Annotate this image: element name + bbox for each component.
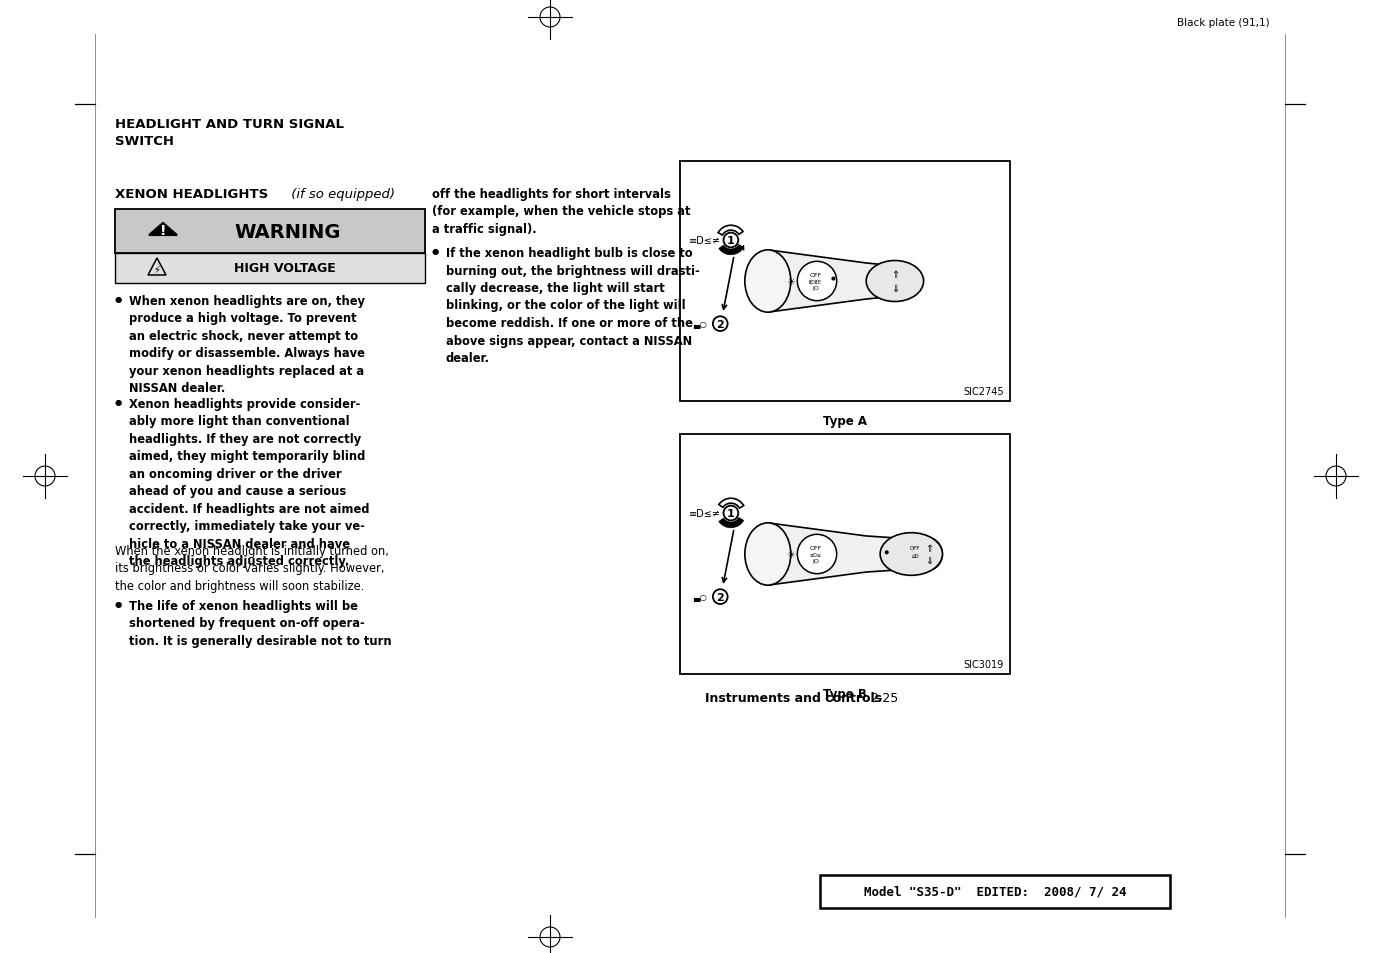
Text: OFF: OFF — [809, 545, 822, 551]
Text: If the xenon headlight bulb is close to
burning out, the brightness will drasti-: If the xenon headlight bulb is close to … — [446, 247, 700, 365]
Text: 1: 1 — [726, 509, 735, 518]
Text: ▄○: ▄○ — [693, 320, 707, 329]
FancyBboxPatch shape — [679, 162, 1010, 401]
Text: SIC2745: SIC2745 — [964, 387, 1004, 396]
Text: ⇑: ⇑ — [891, 270, 899, 280]
Circle shape — [724, 506, 739, 521]
Polygon shape — [768, 523, 916, 585]
Text: (if so equipped): (if so equipped) — [287, 188, 395, 201]
Text: !: ! — [160, 224, 166, 238]
Circle shape — [797, 262, 837, 301]
Polygon shape — [768, 251, 899, 313]
Text: ☀: ☀ — [786, 550, 795, 559]
Circle shape — [885, 551, 888, 555]
Text: ɆDɆE: ɆDɆE — [809, 280, 822, 285]
Text: OFF: OFF — [910, 545, 921, 551]
Text: 2-25: 2-25 — [870, 691, 898, 704]
Text: ≡D≤: ≡D≤ — [809, 553, 822, 558]
Text: When xenon headlights are on, they
produce a high voltage. To prevent
an electri: When xenon headlights are on, they produ… — [128, 294, 365, 395]
Circle shape — [713, 317, 728, 332]
Ellipse shape — [866, 261, 924, 302]
Circle shape — [831, 277, 836, 281]
Text: ǀO: ǀO — [812, 286, 819, 291]
Circle shape — [713, 590, 728, 604]
Wedge shape — [718, 245, 744, 255]
Text: ●: ● — [115, 599, 123, 608]
FancyBboxPatch shape — [115, 210, 425, 253]
Wedge shape — [718, 518, 744, 528]
Text: Type B: Type B — [823, 687, 867, 700]
Text: WARNING: WARNING — [235, 222, 341, 241]
Text: Black plate (91,1): Black plate (91,1) — [1178, 18, 1271, 28]
Text: OFF: OFF — [809, 273, 822, 277]
Text: ●: ● — [115, 294, 123, 304]
Ellipse shape — [880, 533, 942, 576]
FancyArrowPatch shape — [740, 247, 744, 251]
Text: 2: 2 — [717, 592, 724, 602]
Text: ●: ● — [115, 397, 123, 407]
Text: The life of xenon headlights will be
shortened by frequent on-off opera-
tion. I: The life of xenon headlights will be sho… — [128, 599, 392, 647]
Text: Instruments and controls: Instruments and controls — [704, 691, 882, 704]
Text: ⌂D: ⌂D — [911, 554, 920, 558]
Text: ǀO: ǀO — [812, 558, 819, 563]
FancyArrowPatch shape — [722, 258, 733, 310]
Text: off the headlights for short intervals
(for example, when the vehicle stops at
a: off the headlights for short intervals (… — [432, 188, 690, 235]
Circle shape — [724, 233, 739, 248]
Text: HIGH VOLTAGE: HIGH VOLTAGE — [235, 262, 336, 275]
Text: XENON HEADLIGHTS: XENON HEADLIGHTS — [115, 188, 268, 201]
Text: ▄○: ▄○ — [693, 593, 707, 601]
FancyBboxPatch shape — [820, 875, 1170, 908]
Ellipse shape — [744, 523, 791, 585]
FancyBboxPatch shape — [679, 435, 1010, 675]
Text: Xenon headlights provide consider-
ably more light than conventional
headlights.: Xenon headlights provide consider- ably … — [128, 397, 370, 568]
Circle shape — [797, 535, 837, 574]
Text: ●: ● — [432, 247, 439, 255]
Ellipse shape — [913, 538, 942, 571]
Text: Model "S35-D"  EDITED:  2008/ 7/ 24: Model "S35-D" EDITED: 2008/ 7/ 24 — [863, 885, 1127, 898]
Text: SIC3019: SIC3019 — [964, 659, 1004, 669]
Text: Type A: Type A — [823, 415, 867, 428]
Text: HEADLIGHT AND TURN SIGNAL
SWITCH: HEADLIGHT AND TURN SIGNAL SWITCH — [115, 118, 344, 148]
FancyArrowPatch shape — [722, 531, 733, 582]
Text: ≡D≤≠: ≡D≤≠ — [689, 235, 721, 246]
Polygon shape — [149, 224, 177, 235]
Ellipse shape — [744, 251, 791, 313]
Text: ≡D≤≠: ≡D≤≠ — [689, 509, 721, 518]
Text: When the xenon headlight is initially turned on,
its brightness or color varies : When the xenon headlight is initially tu… — [115, 544, 389, 593]
Text: 1: 1 — [726, 235, 735, 246]
FancyBboxPatch shape — [115, 253, 425, 284]
Polygon shape — [148, 258, 166, 275]
Text: ⇑: ⇑ — [925, 544, 934, 554]
Text: 2: 2 — [717, 319, 724, 330]
Text: ⇓: ⇓ — [891, 283, 899, 294]
Text: ☀: ☀ — [786, 276, 795, 287]
Text: ⇓: ⇓ — [925, 556, 934, 565]
Text: ⚡: ⚡ — [153, 265, 160, 274]
